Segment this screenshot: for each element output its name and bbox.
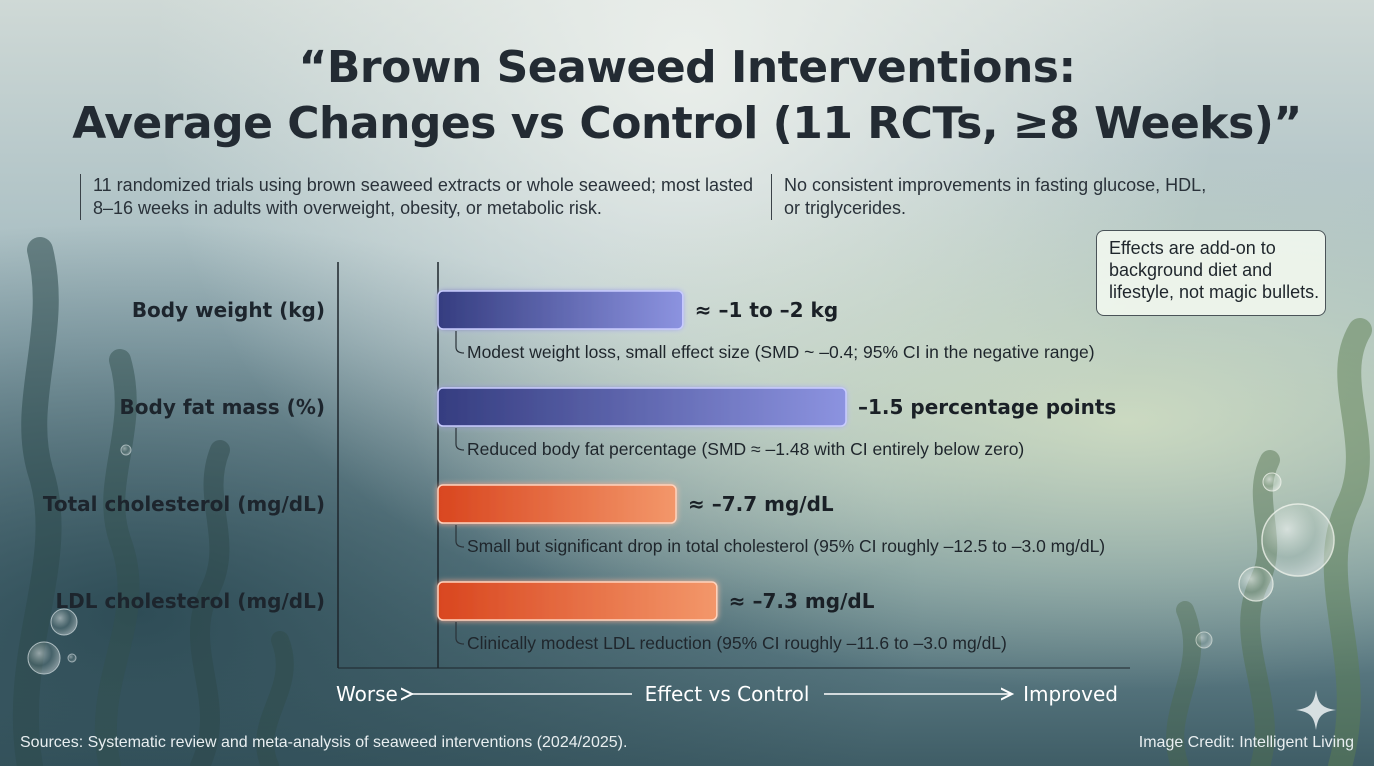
- note-connector: [455, 428, 465, 451]
- row-note: Small but significant drop in total chol…: [467, 536, 1105, 556]
- seaweed-left: [12, 237, 294, 766]
- note-connector: [455, 331, 465, 354]
- value-label: –1.5 percentage points: [858, 395, 1116, 419]
- row-note: Clinically modest LDL reduction (95% CI …: [467, 633, 1007, 653]
- value-label: ≈ –7.3 mg/dL: [729, 589, 875, 613]
- row-label: LDL cholesterol (mg/dL): [55, 589, 325, 613]
- sources-footer: Sources: Systematic review and meta-anal…: [20, 734, 628, 751]
- effect-bar: [437, 581, 718, 621]
- note-connector: [455, 525, 465, 548]
- image-credit: Image Credit: Intelligent Living: [1138, 734, 1354, 751]
- row-note: Reduced body fat percentage (SMD ≈ –1.48…: [467, 439, 1024, 459]
- row-label: Total cholesterol (mg/dL): [43, 492, 325, 516]
- note-connector: [455, 622, 465, 645]
- axis-left-label: Worse: [336, 682, 398, 706]
- axis-center-label: Effect vs Control: [645, 682, 810, 706]
- study-description: 11 randomized trials using brown seaweed…: [80, 174, 753, 220]
- effect-bar: [437, 290, 684, 330]
- row-label: Body fat mass (%): [120, 395, 325, 419]
- row-note: Modest weight loss, small effect size (S…: [467, 342, 1095, 362]
- bubbles: [27, 444, 1335, 675]
- axis-right-label: Improved: [1023, 682, 1118, 706]
- chart-title-line1: “Brown Seaweed Interventions:: [298, 42, 1076, 93]
- no-improvement-note: No consistent improvements in fasting gl…: [771, 174, 1224, 220]
- sparkle-icon: [1296, 690, 1336, 730]
- effect-bar: [437, 387, 847, 427]
- chart-title: “Brown Seaweed Interventions: Average Ch…: [0, 40, 1374, 152]
- add-on-note-box: Effects are add-on to background diet an…: [1096, 230, 1326, 316]
- effect-bar: [437, 484, 677, 524]
- row-label: Body weight (kg): [132, 298, 325, 322]
- value-label: ≈ –1 to –2 kg: [695, 298, 838, 322]
- chart-title-line2: Average Changes vs Control (11 RCTs, ≥8 …: [72, 98, 1302, 149]
- value-label: ≈ –7.7 mg/dL: [688, 492, 834, 516]
